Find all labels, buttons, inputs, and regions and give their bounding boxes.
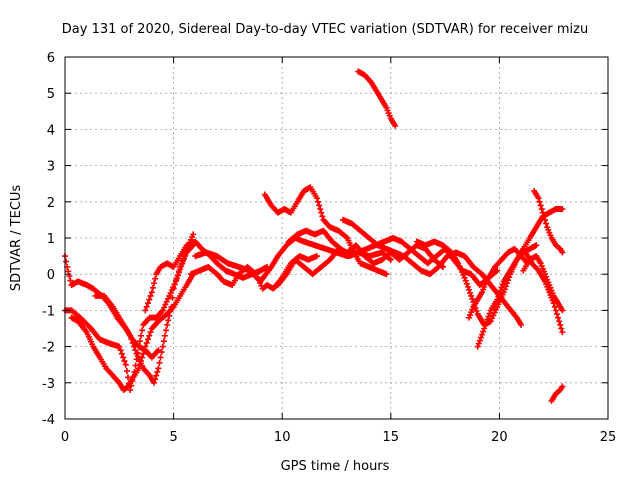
- y-tick-label: 5: [47, 87, 55, 102]
- series-track-8: [261, 184, 390, 278]
- series-track-14: [465, 245, 531, 321]
- x-tick-label: 10: [274, 430, 291, 445]
- point-markers: [92, 242, 197, 386]
- series-track-19: [548, 383, 566, 404]
- point-markers: [68, 271, 197, 394]
- x-tick-label: 15: [383, 430, 400, 445]
- series-track-18: [531, 187, 566, 256]
- series-track-4: [92, 242, 197, 386]
- y-tick-label: 4: [47, 123, 55, 138]
- y-tick-label: -4: [42, 413, 55, 428]
- y-tick-label: 2: [47, 196, 55, 211]
- point-markers: [520, 253, 566, 314]
- y-axis-label: SDTVAR / TECUs: [9, 185, 24, 292]
- point-markers: [548, 383, 566, 404]
- series-track-12: [355, 68, 399, 129]
- point-markers: [274, 242, 446, 289]
- x-axis-label: GPS time / hours: [281, 459, 390, 474]
- point-markers: [531, 187, 566, 256]
- point-markers: [522, 249, 566, 336]
- y-tick-label: 1: [47, 232, 55, 247]
- series-track-17: [520, 253, 566, 314]
- y-tick-label: 6: [47, 51, 55, 66]
- series-track-2: [68, 271, 197, 394]
- chart-title: Day 131 of 2020, Sidereal Day-to-day VTE…: [62, 22, 588, 37]
- series-track-16: [522, 249, 566, 336]
- x-tick-label: 25: [600, 430, 617, 445]
- y-tick-label: -1: [42, 304, 55, 319]
- axis-ticks: 0 5 10 15 20 25 -4 -3 -2 -1 0 1 2 3 4 5 6: [42, 51, 616, 445]
- x-tick-label: 5: [169, 430, 177, 445]
- point-markers: [355, 68, 399, 129]
- data-points: [62, 68, 566, 404]
- x-tick-label: 20: [491, 430, 508, 445]
- y-tick-label: 0: [47, 268, 55, 283]
- point-markers: [465, 245, 531, 321]
- point-markers: [261, 184, 390, 278]
- y-tick-label: -3: [42, 377, 55, 392]
- y-tick-label: 3: [47, 160, 55, 175]
- series-track-9: [274, 242, 446, 289]
- x-tick-label: 0: [61, 430, 69, 445]
- y-tick-label: -2: [42, 341, 55, 356]
